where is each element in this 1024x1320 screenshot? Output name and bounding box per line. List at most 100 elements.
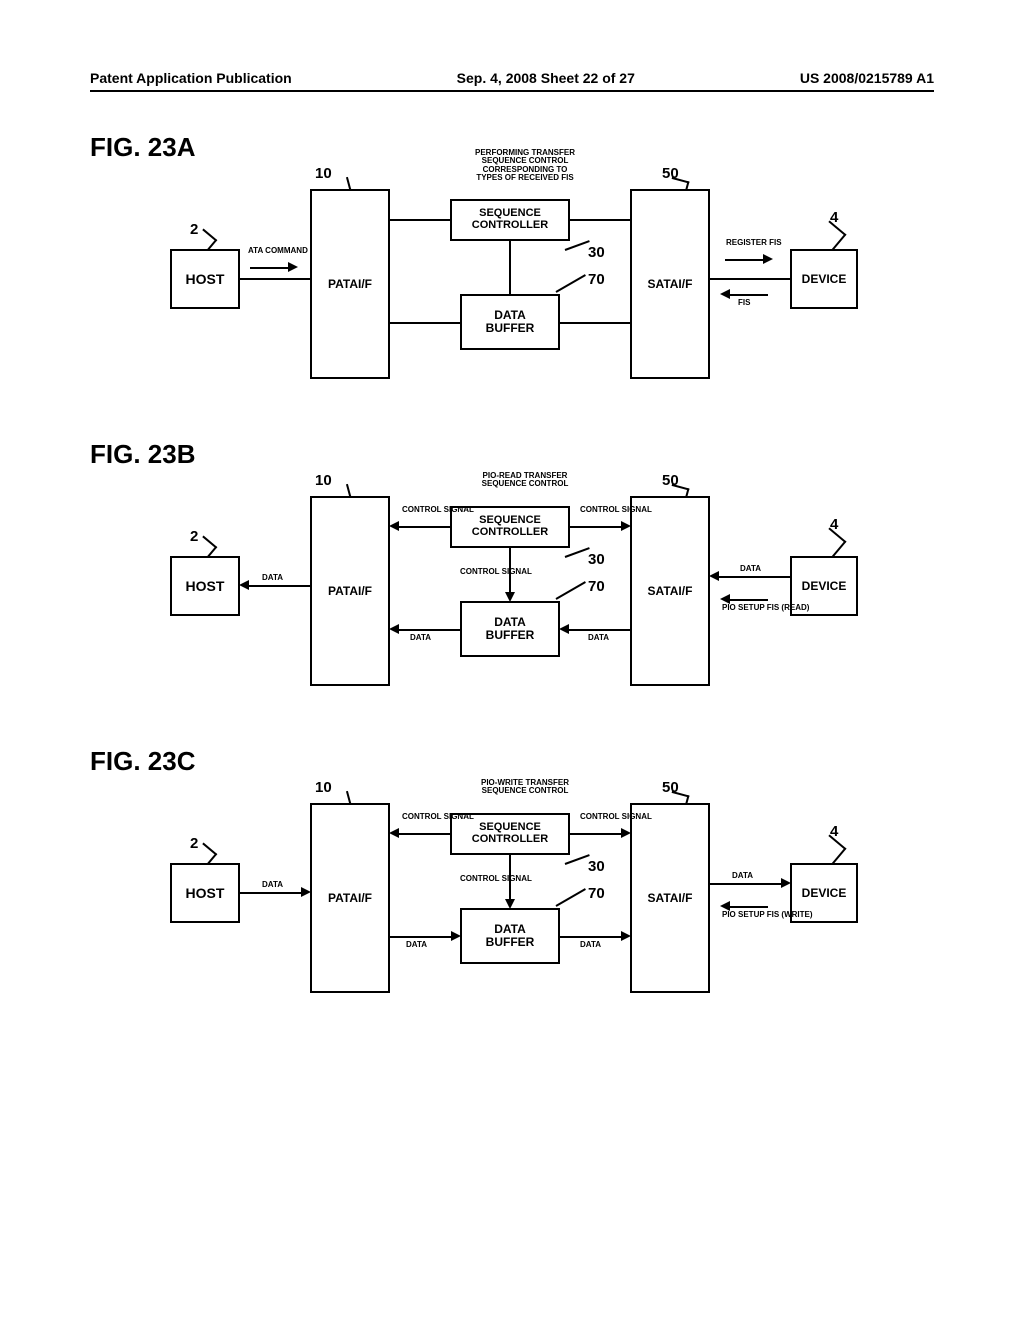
c-ref-10: 10 [315, 779, 332, 796]
b-host-box: HOST [170, 556, 240, 616]
b-ah-satadev [709, 571, 719, 581]
conn-seq-buf [509, 241, 511, 294]
c-lbl-ctrl-l: CONTROL SIGNAL [402, 813, 474, 821]
b-pata-box: PATAI/F [310, 496, 390, 686]
fig-c-caption: PIO-WRITE TRANSFER SEQUENCE CONTROL [470, 779, 580, 796]
arrow-ata [250, 267, 290, 269]
c-buf-box: DATA BUFFER [460, 908, 560, 964]
b-conn-sata-dev [717, 576, 790, 578]
b-lbl-ctrl-r: CONTROL SIGNAL [580, 506, 652, 514]
c-lbl-data-hp: DATA [262, 881, 283, 889]
c-conn-seq-sata [570, 833, 623, 835]
c-lbl-pio: PIO SETUP FIS (WRITE) [722, 911, 813, 919]
lbl-regfis: REGISTER FIS [726, 239, 782, 247]
b-ref-10: 10 [315, 472, 332, 489]
c-lead-30 [565, 854, 590, 865]
c-hook-4 [816, 835, 847, 866]
c-lbl-data-pb: DATA [406, 941, 427, 949]
b-conn-sata-buf [567, 629, 630, 631]
fig-b-label: FIG. 23B [90, 439, 934, 470]
b-ah-host [239, 580, 249, 590]
c-ah-patabuf [451, 931, 461, 941]
b-conn-buf-pata [397, 629, 460, 631]
ref-30: 30 [588, 244, 605, 261]
ref-70: 70 [588, 271, 605, 288]
fig-c-label: FIG. 23C [90, 746, 934, 777]
b-ref-30: 30 [588, 551, 605, 568]
c-ah-pataseq [389, 828, 399, 838]
b-lbl-data-hp: DATA [262, 574, 283, 582]
c-ah-seqbuf [505, 899, 515, 909]
b-sata-box: SATAI/F [630, 496, 710, 686]
b-ah-bufpata [389, 624, 399, 634]
ref-10: 10 [315, 165, 332, 182]
c-conn-pata-seq [397, 833, 450, 835]
buf-box: DATA BUFFER [460, 294, 560, 350]
c-conn-pata-buf [390, 936, 453, 938]
c-ah-host [301, 887, 311, 897]
c-ah-bufsata [621, 931, 631, 941]
b-lbl-ctrl-l: CONTROL SIGNAL [402, 506, 474, 514]
c-arrow-pio [728, 906, 768, 908]
b-ref-70: 70 [588, 578, 605, 595]
fig-c-diagram: 10 50 2 4 30 70 PIO-WRITE TRANSFER SEQUE… [170, 783, 870, 1013]
header-left: Patent Application Publication [90, 70, 292, 86]
c-ref-30: 30 [588, 858, 605, 875]
b-ah-satabuf [559, 624, 569, 634]
conn-sata-dev [710, 278, 790, 280]
b-lbl-data-sb: DATA [588, 634, 609, 642]
dev-box: DEVICE [790, 249, 858, 309]
sata-box: SATAI/F [630, 189, 710, 379]
lbl-ata: ATA COMMAND [248, 247, 308, 255]
b-conn-pata-seq [397, 526, 450, 528]
arrowhead-regfis [763, 254, 773, 264]
b-lead-70 [556, 581, 586, 600]
arrow-fis [728, 294, 768, 296]
header-right: US 2008/0215789 A1 [800, 70, 934, 86]
b-lead-30 [565, 547, 590, 558]
b-hook-4 [816, 528, 847, 559]
b-lbl-data-sd: DATA [740, 565, 761, 573]
c-ref-70: 70 [588, 885, 605, 902]
fig-b-diagram: 10 50 2 4 30 70 PIO-READ TRANSFER SEQUEN… [170, 476, 870, 706]
c-conn-buf-sata [560, 936, 623, 938]
header-center: Sep. 4, 2008 Sheet 22 of 27 [457, 70, 635, 86]
c-sata-box: SATAI/F [630, 803, 710, 993]
b-conn-host-pata [247, 585, 310, 587]
c-lbl-data-sd: DATA [732, 872, 753, 880]
b-lbl-pio: PIO SETUP FIS (READ) [722, 604, 809, 612]
conn-pata-seq [390, 219, 450, 221]
b-conn-seq-sata [570, 526, 623, 528]
b-ah-seqsata [621, 521, 631, 531]
conn-host-pata [240, 278, 310, 280]
conn-seq-sata [570, 219, 630, 221]
lead-30 [565, 240, 590, 251]
b-lbl-data-bp: DATA [410, 634, 431, 642]
c-lbl-ctrl-m: CONTROL SIGNAL [460, 875, 532, 883]
b-arrow-pio [728, 599, 768, 601]
b-buf-box: DATA BUFFER [460, 601, 560, 657]
c-conn-host-pata [240, 892, 303, 894]
fig-b-caption: PIO-READ TRANSFER SEQUENCE CONTROL [470, 472, 580, 489]
arrowhead-fis [720, 289, 730, 299]
lbl-fis: FIS [738, 299, 750, 307]
c-ah-satadev [781, 878, 791, 888]
c-pata-box: PATAI/F [310, 803, 390, 993]
hook-4 [816, 221, 847, 252]
c-host-box: HOST [170, 863, 240, 923]
c-conn-sata-dev [710, 883, 783, 885]
b-lbl-ctrl-m: CONTROL SIGNAL [460, 568, 532, 576]
c-lbl-ctrl-r: CONTROL SIGNAL [580, 813, 652, 821]
c-lbl-data-bs: DATA [580, 941, 601, 949]
arrowhead-ata [288, 262, 298, 272]
c-ah-seqsata [621, 828, 631, 838]
conn-buf-sata [560, 322, 630, 324]
conn-pata-buf [390, 322, 460, 324]
page-header: Patent Application Publication Sep. 4, 2… [90, 70, 934, 92]
b-ah-pataseq [389, 521, 399, 531]
host-box: HOST [170, 249, 240, 309]
pata-box: PATAI/F [310, 189, 390, 379]
arrow-regfis [725, 259, 765, 261]
seq-box: SEQUENCE CONTROLLER [450, 199, 570, 241]
fig-a-diagram: 10 50 2 4 30 70 PERFORMING TRANSFER SEQU… [170, 169, 870, 399]
